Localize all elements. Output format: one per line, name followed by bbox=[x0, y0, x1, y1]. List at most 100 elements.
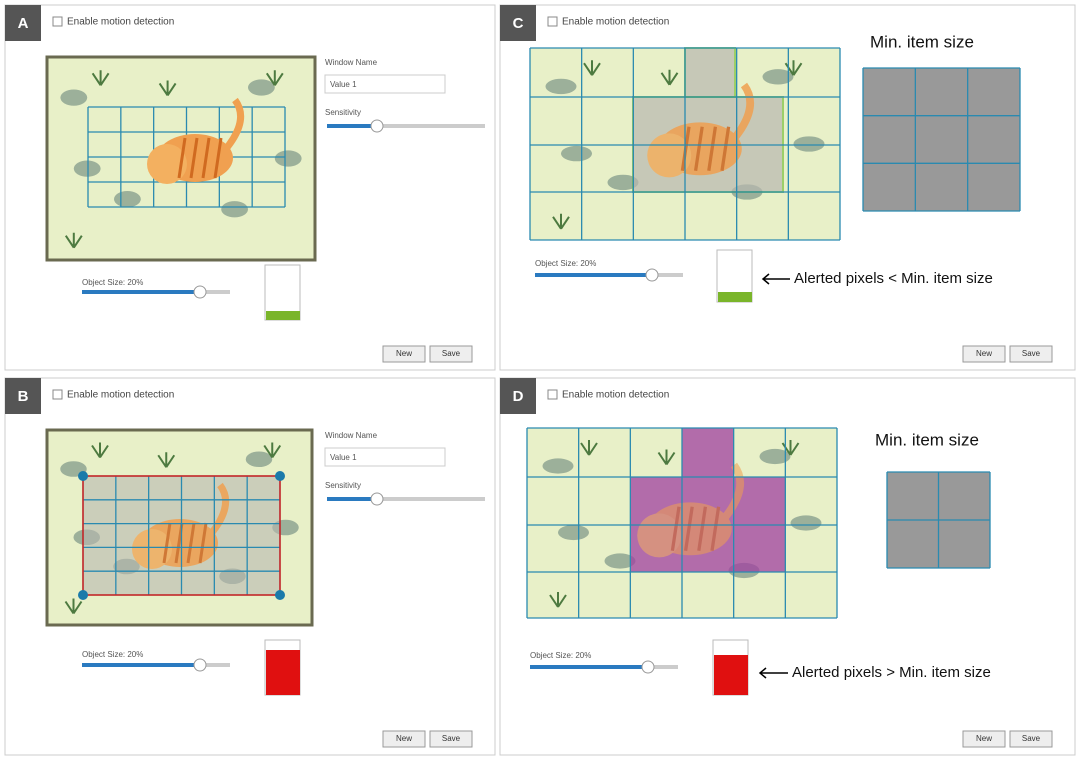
resize-handle[interactable] bbox=[78, 590, 88, 600]
meter-fill bbox=[718, 292, 752, 302]
text-input[interactable] bbox=[324, 447, 446, 467]
slider-knob[interactable] bbox=[193, 658, 207, 672]
grass bbox=[91, 70, 110, 86]
cat bbox=[147, 97, 245, 184]
grass bbox=[64, 598, 83, 615]
cat-stripe bbox=[720, 126, 731, 172]
rock bbox=[248, 79, 275, 96]
grass bbox=[552, 213, 570, 230]
rock bbox=[793, 136, 825, 152]
resize-handle[interactable] bbox=[275, 471, 285, 481]
slider-knob[interactable] bbox=[370, 492, 384, 506]
cat-tail bbox=[730, 82, 754, 143]
cat-stripe bbox=[697, 506, 708, 552]
slider-label: Object Size: 20% bbox=[82, 650, 143, 659]
button-label: Save bbox=[1022, 734, 1041, 743]
grass bbox=[157, 452, 176, 468]
grass bbox=[784, 60, 803, 76]
rock bbox=[561, 145, 592, 162]
input-value: Value 1 bbox=[330, 453, 357, 462]
field-label: Window Name bbox=[325, 431, 378, 440]
button-label: New bbox=[976, 734, 992, 743]
checkbox-label: Enable motion detection bbox=[562, 390, 669, 401]
checkbox[interactable] bbox=[547, 389, 558, 400]
slider-label: Object Size: 20% bbox=[535, 259, 596, 268]
button[interactable] bbox=[1009, 345, 1053, 363]
input-value: Value 1 bbox=[330, 80, 357, 89]
cat-stripe bbox=[710, 506, 721, 552]
cat-stripe bbox=[680, 126, 691, 172]
checkbox[interactable] bbox=[52, 16, 63, 27]
slider-label: Sensitivity bbox=[325, 108, 361, 117]
cat-tail bbox=[222, 97, 245, 153]
cat-stripe bbox=[670, 506, 681, 552]
annotation: Alerted pixels < Min. item size bbox=[794, 270, 993, 287]
alert-region bbox=[682, 428, 734, 477]
button-label: Save bbox=[442, 349, 461, 358]
cat-tail bbox=[720, 462, 744, 523]
rock bbox=[545, 78, 577, 95]
checkbox[interactable] bbox=[547, 16, 558, 27]
grass bbox=[583, 60, 601, 76]
button-label: New bbox=[396, 349, 412, 358]
rock bbox=[542, 458, 574, 474]
panel-label: C bbox=[513, 15, 524, 32]
button[interactable] bbox=[382, 730, 426, 748]
grass bbox=[265, 70, 284, 86]
button[interactable] bbox=[962, 345, 1006, 363]
rock bbox=[245, 451, 273, 468]
cat-stripe bbox=[201, 137, 211, 179]
meter-fill bbox=[714, 655, 748, 695]
rock bbox=[790, 515, 822, 531]
rock bbox=[604, 553, 636, 569]
arrow bbox=[761, 273, 790, 285]
button[interactable] bbox=[429, 345, 473, 363]
slider-knob[interactable] bbox=[641, 660, 655, 674]
button-label: Save bbox=[442, 734, 461, 743]
button-label: New bbox=[976, 349, 992, 358]
checkbox-label: Enable motion detection bbox=[562, 17, 669, 28]
rock bbox=[762, 69, 794, 85]
rock bbox=[759, 448, 791, 465]
resize-handle[interactable] bbox=[78, 471, 88, 481]
button[interactable] bbox=[962, 730, 1006, 748]
cat-stripe bbox=[162, 522, 172, 564]
slider-knob[interactable] bbox=[193, 285, 207, 299]
checkbox-label: Enable motion detection bbox=[67, 17, 174, 28]
meter bbox=[264, 264, 301, 321]
button[interactable] bbox=[382, 345, 426, 363]
min-item-label: Min. item size bbox=[875, 430, 979, 449]
rock bbox=[73, 160, 101, 177]
grass bbox=[657, 449, 676, 466]
resize-handle[interactable] bbox=[275, 590, 285, 600]
arrow bbox=[758, 667, 788, 679]
min-item-box bbox=[863, 68, 1020, 211]
grass bbox=[158, 80, 177, 97]
checkbox[interactable] bbox=[52, 389, 63, 400]
button-label: Save bbox=[1022, 349, 1041, 358]
slider-knob[interactable] bbox=[370, 119, 384, 133]
grass bbox=[91, 442, 109, 459]
rock bbox=[607, 174, 639, 191]
panel-label: B bbox=[18, 388, 29, 405]
panel-badge bbox=[5, 5, 41, 41]
cat-head bbox=[132, 529, 172, 569]
rock bbox=[114, 190, 141, 208]
cat-stripe bbox=[189, 137, 199, 179]
slider-label: Object Size: 20% bbox=[82, 278, 143, 287]
slider-label: Object Size: 20% bbox=[530, 651, 591, 660]
panel-label: D bbox=[513, 388, 524, 405]
rock bbox=[221, 201, 249, 218]
cat-head bbox=[147, 144, 187, 184]
text-input[interactable] bbox=[324, 74, 446, 94]
panel-label: A bbox=[18, 15, 29, 32]
button[interactable] bbox=[1009, 730, 1053, 748]
grass bbox=[781, 440, 800, 456]
panel-badge bbox=[5, 378, 41, 414]
panel-badge bbox=[500, 5, 536, 41]
panel-badge bbox=[500, 378, 536, 414]
grass bbox=[263, 442, 282, 459]
button[interactable] bbox=[429, 730, 473, 748]
slider-knob[interactable] bbox=[645, 268, 659, 282]
